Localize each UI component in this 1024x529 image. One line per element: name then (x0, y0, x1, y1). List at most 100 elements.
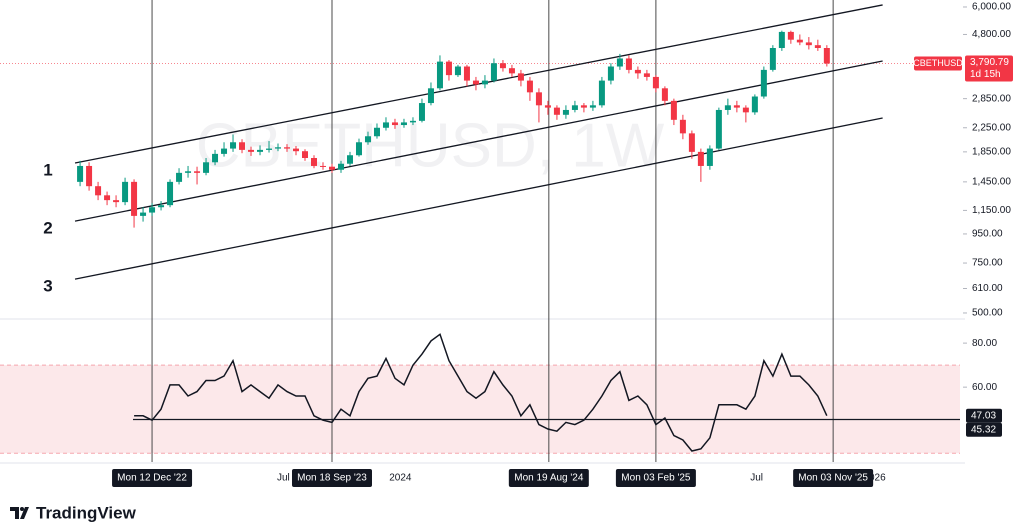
candle-body (373, 127, 380, 137)
x-tick-label: Jul (750, 473, 763, 484)
y-tick-label: 750.00 (972, 258, 1003, 269)
candle-body (364, 136, 371, 143)
x-tick-box (112, 469, 193, 487)
x-tick-label: Jul (277, 473, 290, 484)
candle-body (454, 66, 461, 76)
x-tick-label-boxed: Mon 03 Nov '25 (798, 473, 868, 484)
candle-body (535, 92, 542, 106)
candle-body (580, 105, 587, 108)
candle-body (643, 73, 650, 77)
rsi-last-label: 47.03 (971, 410, 996, 421)
candle-body (221, 148, 228, 154)
channel-label: 2 (43, 219, 52, 238)
candle-body (805, 42, 812, 46)
candle-body (715, 109, 722, 149)
candle-body (787, 31, 794, 40)
y-tick-label: 1,150.00 (972, 205, 1011, 216)
candle-body (778, 31, 785, 49)
candle-body (544, 105, 551, 108)
candle-body (400, 122, 407, 126)
candle-body (311, 158, 318, 166)
candle-body (346, 155, 353, 164)
candle-body (427, 88, 434, 104)
y-tick-label: 610.00 (972, 283, 1003, 294)
candle-body (275, 147, 282, 149)
x-tick-label: 2026 (863, 473, 886, 484)
y-tick-label: 2,250.00 (972, 122, 1011, 133)
logo-icon (10, 507, 29, 519)
candle-body (302, 151, 309, 159)
symbol-label: CBETHUSD (913, 58, 963, 68)
candle-body (508, 68, 515, 74)
candle-body (95, 186, 102, 196)
y-tick-label: 4,800.00 (972, 29, 1011, 40)
candle-body (760, 69, 767, 97)
candle-body (167, 181, 174, 206)
rsi-band (0, 365, 960, 454)
candle-body (607, 66, 614, 81)
x-tick-box (291, 469, 372, 487)
candle-body (257, 149, 264, 152)
candle-body (661, 88, 668, 101)
rsi-tick-label: 60.00 (972, 382, 997, 393)
channel-line (74, 60, 883, 222)
candle-body (158, 205, 165, 208)
candle-body (733, 105, 740, 108)
last-price-box (965, 55, 1013, 82)
candle-body (149, 207, 156, 213)
candle-body (418, 103, 425, 121)
channel-label: 3 (43, 277, 52, 296)
countdown-label: 1d 15h (970, 69, 1001, 80)
candle-body (445, 61, 452, 76)
x-tick-label-boxed: Mon 12 Dec '22 (117, 473, 187, 484)
candle-body (176, 172, 183, 182)
candle-body (328, 166, 335, 170)
candle-body (481, 80, 488, 85)
rsi-ma-label: 45.32 (971, 424, 996, 435)
rsi-line (134, 333, 828, 452)
candle-body (823, 48, 830, 64)
candle-body (706, 148, 713, 166)
candle-body (526, 80, 533, 93)
candle-body (562, 109, 569, 115)
candle-body (86, 165, 93, 187)
candle-body (104, 195, 111, 201)
candle-body (131, 181, 138, 216)
candle-body (463, 66, 470, 81)
logo-text: TradingView (36, 503, 137, 522)
candle-body (391, 122, 398, 126)
candle-body (113, 200, 120, 203)
candle-body (284, 147, 291, 149)
rsi-ma-box (966, 422, 1002, 437)
candle-body (194, 171, 201, 173)
candle-body (751, 96, 758, 113)
x-tick-label-boxed: Mon 03 Feb '25 (621, 473, 691, 484)
candle-body (140, 212, 147, 216)
y-tick-label: 2,850.00 (972, 93, 1011, 104)
candle-body (742, 107, 749, 113)
candle-body (553, 107, 560, 115)
x-tick-box (793, 469, 874, 487)
candle-body (688, 133, 695, 152)
candle-body (517, 73, 524, 81)
symbol-box (914, 56, 962, 71)
candle-body (679, 119, 686, 134)
rsi-last-box (966, 408, 1002, 423)
candle-body (697, 151, 704, 166)
candle-body (796, 39, 803, 43)
candle-body (814, 45, 821, 49)
candle-body (472, 80, 479, 85)
logo: TradingView (10, 503, 137, 522)
candle-body (625, 58, 632, 70)
candle-body (266, 148, 273, 150)
candle-body (185, 171, 192, 173)
candle-body (337, 163, 344, 170)
x-tick-box (615, 469, 696, 487)
channel-label: 1 (43, 160, 52, 179)
candle-body (122, 181, 129, 203)
watermark: CBETHUSD, 1W (196, 111, 665, 180)
candle-body (499, 63, 506, 69)
rsi-tick-label: 80.00 (972, 338, 997, 349)
candle-body (598, 80, 605, 106)
